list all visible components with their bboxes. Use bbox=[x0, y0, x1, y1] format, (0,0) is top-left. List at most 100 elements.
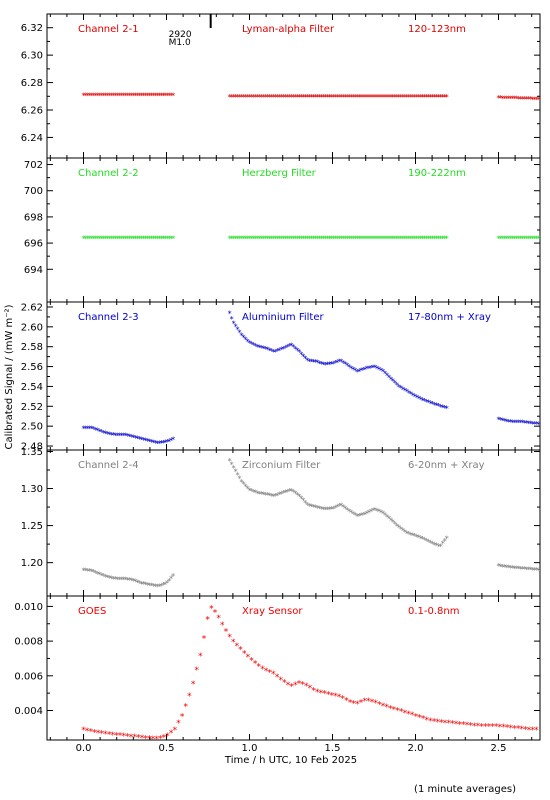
data-point: * bbox=[263, 345, 267, 354]
data-point: * bbox=[238, 234, 242, 243]
data-point: * bbox=[377, 365, 381, 374]
data-point: * bbox=[149, 234, 153, 243]
data-point: * bbox=[388, 704, 393, 714]
data-point: * bbox=[317, 93, 321, 102]
data-point: * bbox=[249, 657, 254, 667]
data-point: * bbox=[277, 491, 281, 500]
data-point: * bbox=[265, 346, 269, 355]
data-point: * bbox=[329, 505, 333, 514]
data-point: * bbox=[349, 93, 353, 102]
data-point: * bbox=[236, 93, 240, 102]
data-point: * bbox=[236, 234, 240, 243]
data-point: * bbox=[327, 360, 331, 369]
data-point: * bbox=[141, 436, 145, 445]
data-point: * bbox=[139, 435, 143, 444]
data-point: * bbox=[395, 522, 399, 531]
data-point: * bbox=[403, 709, 408, 719]
data-point: * bbox=[357, 367, 361, 376]
data-point: * bbox=[349, 364, 353, 373]
data-point: * bbox=[99, 234, 103, 243]
data-point: * bbox=[476, 722, 481, 732]
data-point: * bbox=[300, 681, 305, 691]
data-point: * bbox=[101, 234, 105, 243]
data-point: * bbox=[251, 341, 255, 350]
data-point: * bbox=[383, 234, 387, 243]
data-point: * bbox=[240, 234, 244, 243]
data-point: * bbox=[359, 511, 363, 520]
data-point: * bbox=[377, 701, 382, 711]
data-point: * bbox=[427, 234, 431, 243]
data-point: * bbox=[439, 718, 444, 728]
data-point: * bbox=[228, 309, 232, 318]
data-point: * bbox=[502, 234, 506, 243]
data-point: * bbox=[523, 725, 528, 735]
data-point: * bbox=[86, 567, 90, 576]
data-point: * bbox=[165, 438, 169, 447]
data-point: * bbox=[393, 520, 397, 529]
data-point: * bbox=[331, 234, 335, 243]
data-point: * bbox=[506, 564, 510, 573]
data-point: * bbox=[115, 234, 119, 243]
data-point: * bbox=[139, 234, 143, 243]
data-point: * bbox=[341, 503, 345, 512]
data-point: * bbox=[277, 346, 281, 355]
data-point: * bbox=[347, 363, 351, 372]
data-point: * bbox=[234, 93, 238, 102]
data-point: * bbox=[439, 234, 443, 243]
data-point: * bbox=[259, 344, 263, 353]
data-point: * bbox=[281, 234, 285, 243]
data-point: * bbox=[89, 91, 93, 100]
data-point: * bbox=[95, 91, 99, 100]
data-point: * bbox=[347, 93, 351, 102]
data-point: * bbox=[127, 576, 131, 585]
data-point: * bbox=[159, 234, 163, 243]
data-point: * bbox=[240, 478, 244, 487]
data-point: * bbox=[516, 95, 520, 104]
data-point: * bbox=[81, 726, 86, 736]
data-point: * bbox=[248, 234, 252, 243]
data-point: * bbox=[238, 646, 243, 656]
data-point: * bbox=[250, 93, 254, 102]
data-point: * bbox=[231, 638, 236, 648]
data-point: * bbox=[307, 502, 311, 511]
data-point: * bbox=[136, 734, 141, 744]
data-point: * bbox=[297, 348, 301, 357]
data-point: * bbox=[131, 234, 135, 243]
data-point: * bbox=[415, 393, 419, 402]
data-point: * bbox=[504, 94, 508, 103]
data-point: * bbox=[85, 727, 90, 737]
data-point: * bbox=[281, 93, 285, 102]
data-point: * bbox=[365, 510, 369, 519]
data-point: * bbox=[397, 524, 401, 533]
data-point: * bbox=[228, 234, 232, 243]
data-point: * bbox=[171, 234, 175, 243]
data-point: * bbox=[86, 234, 90, 243]
data-point: * bbox=[335, 358, 339, 367]
data-point: * bbox=[121, 432, 125, 441]
data-point: * bbox=[191, 680, 196, 690]
data-point: * bbox=[510, 418, 514, 427]
data-point: * bbox=[498, 94, 502, 103]
y-tick-label: 2.58 bbox=[21, 342, 43, 353]
data-point: * bbox=[490, 723, 495, 733]
data-point: * bbox=[115, 91, 119, 100]
data-point: * bbox=[353, 367, 357, 376]
data-point: * bbox=[389, 93, 393, 102]
data-point: * bbox=[391, 377, 395, 386]
data-point: * bbox=[367, 234, 371, 243]
data-point: * bbox=[437, 93, 441, 102]
data-point: * bbox=[329, 360, 333, 369]
data-point: * bbox=[403, 528, 407, 537]
data-point: * bbox=[439, 93, 443, 102]
data-point: * bbox=[450, 720, 455, 730]
data-point: * bbox=[347, 507, 351, 516]
data-point: * bbox=[333, 234, 337, 243]
data-point: * bbox=[165, 579, 169, 588]
data-point: * bbox=[253, 342, 257, 351]
data-point: * bbox=[95, 427, 99, 436]
data-point: * bbox=[331, 505, 335, 514]
data-point: * bbox=[289, 682, 294, 692]
data-point: * bbox=[242, 480, 246, 489]
data-point: * bbox=[155, 439, 159, 448]
panel-band-label: 120-123nm bbox=[408, 24, 466, 35]
